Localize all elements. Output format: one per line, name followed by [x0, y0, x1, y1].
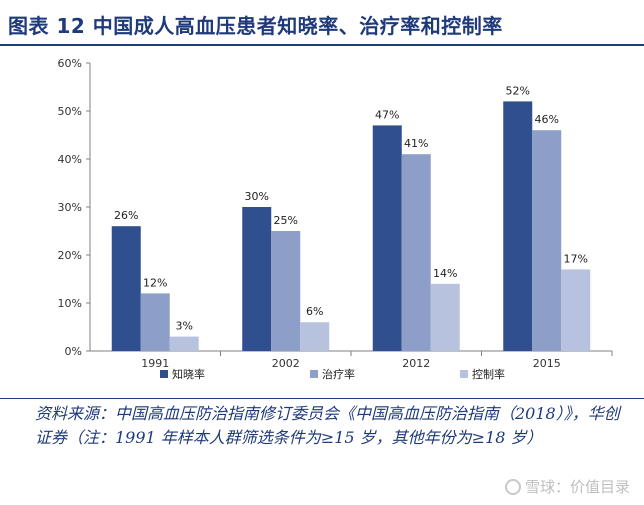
x-tick-label: 2002: [272, 357, 300, 370]
y-tick-label: 30%: [58, 201, 82, 214]
legend-label: 知晓率: [172, 367, 205, 381]
bar-chart: 0% 10% 20% 30% 40% 50% 60% 1991 2002 2012 2015 26…: [58, 57, 613, 381]
chart-area: 0% 10% 20% 30% 40% 50% 60% 1991 2002 2012 2015 26…: [0, 50, 644, 395]
legend-swatch: [460, 370, 468, 378]
data-label: 46%: [535, 113, 559, 126]
x-tick-label: 2012: [402, 357, 430, 370]
y-tick-label: 0%: [65, 345, 82, 358]
watermark: 雪球：价值目录: [504, 476, 630, 497]
data-label: 47%: [375, 108, 399, 121]
bar: [140, 293, 170, 351]
bar: [372, 125, 402, 352]
bar: [111, 226, 141, 351]
y-tick-label: 10%: [58, 297, 82, 310]
bar: [430, 283, 460, 351]
bar: [401, 154, 431, 351]
data-label: 12%: [143, 276, 167, 289]
data-label: 14%: [433, 267, 457, 280]
y-tick-label: 20%: [58, 249, 82, 262]
bar: [300, 322, 330, 351]
bar: [561, 269, 591, 351]
figure-header: 图表 12 中国成人高血压患者知晓率、治疗率和控制率: [0, 0, 644, 50]
watermark-text: 雪球：价值目录: [524, 478, 630, 496]
title-rule: [0, 44, 644, 46]
x-tick-label: 2015: [533, 357, 561, 370]
bar: [242, 207, 272, 351]
data-label: 52%: [506, 84, 530, 97]
data-label: 17%: [564, 252, 588, 265]
legend-swatch: [310, 370, 318, 378]
source-rule: [0, 398, 644, 399]
legend-label: 控制率: [472, 367, 505, 381]
x-tick-label: 1991: [141, 357, 169, 370]
data-label: 6%: [306, 305, 323, 318]
bars: [111, 101, 591, 352]
bar: [532, 130, 562, 351]
data-label: 3%: [176, 320, 193, 333]
y-tick-label: 60%: [58, 57, 82, 70]
value-labels: 26% 12% 3% 30% 25% 6% 47% 41% 14% 52% 46% 17%: [114, 84, 588, 332]
figure-title: 图表 12 中国成人高血压患者知晓率、治疗率和控制率: [8, 14, 503, 38]
legend-label: 治疗率: [322, 367, 355, 381]
y-axis: 0% 10% 20% 30% 40% 50% 60%: [58, 57, 91, 358]
data-label: 26%: [114, 209, 138, 222]
bar: [503, 101, 533, 352]
snowball-logo-icon: [504, 478, 521, 495]
data-label: 41%: [404, 137, 428, 150]
bar: [169, 336, 199, 351]
data-label: 30%: [245, 190, 269, 203]
source-note: 资料来源：中国高血压防治指南修订委员会《中国高血压防治指南（2018）》，华创证…: [35, 404, 620, 447]
legend-swatch: [160, 370, 168, 378]
legend: 知晓率 治疗率 控制率: [160, 367, 505, 381]
data-label: 25%: [274, 214, 298, 227]
y-tick-label: 50%: [58, 105, 82, 118]
y-tick-label: 40%: [58, 153, 82, 166]
bar: [271, 231, 301, 351]
